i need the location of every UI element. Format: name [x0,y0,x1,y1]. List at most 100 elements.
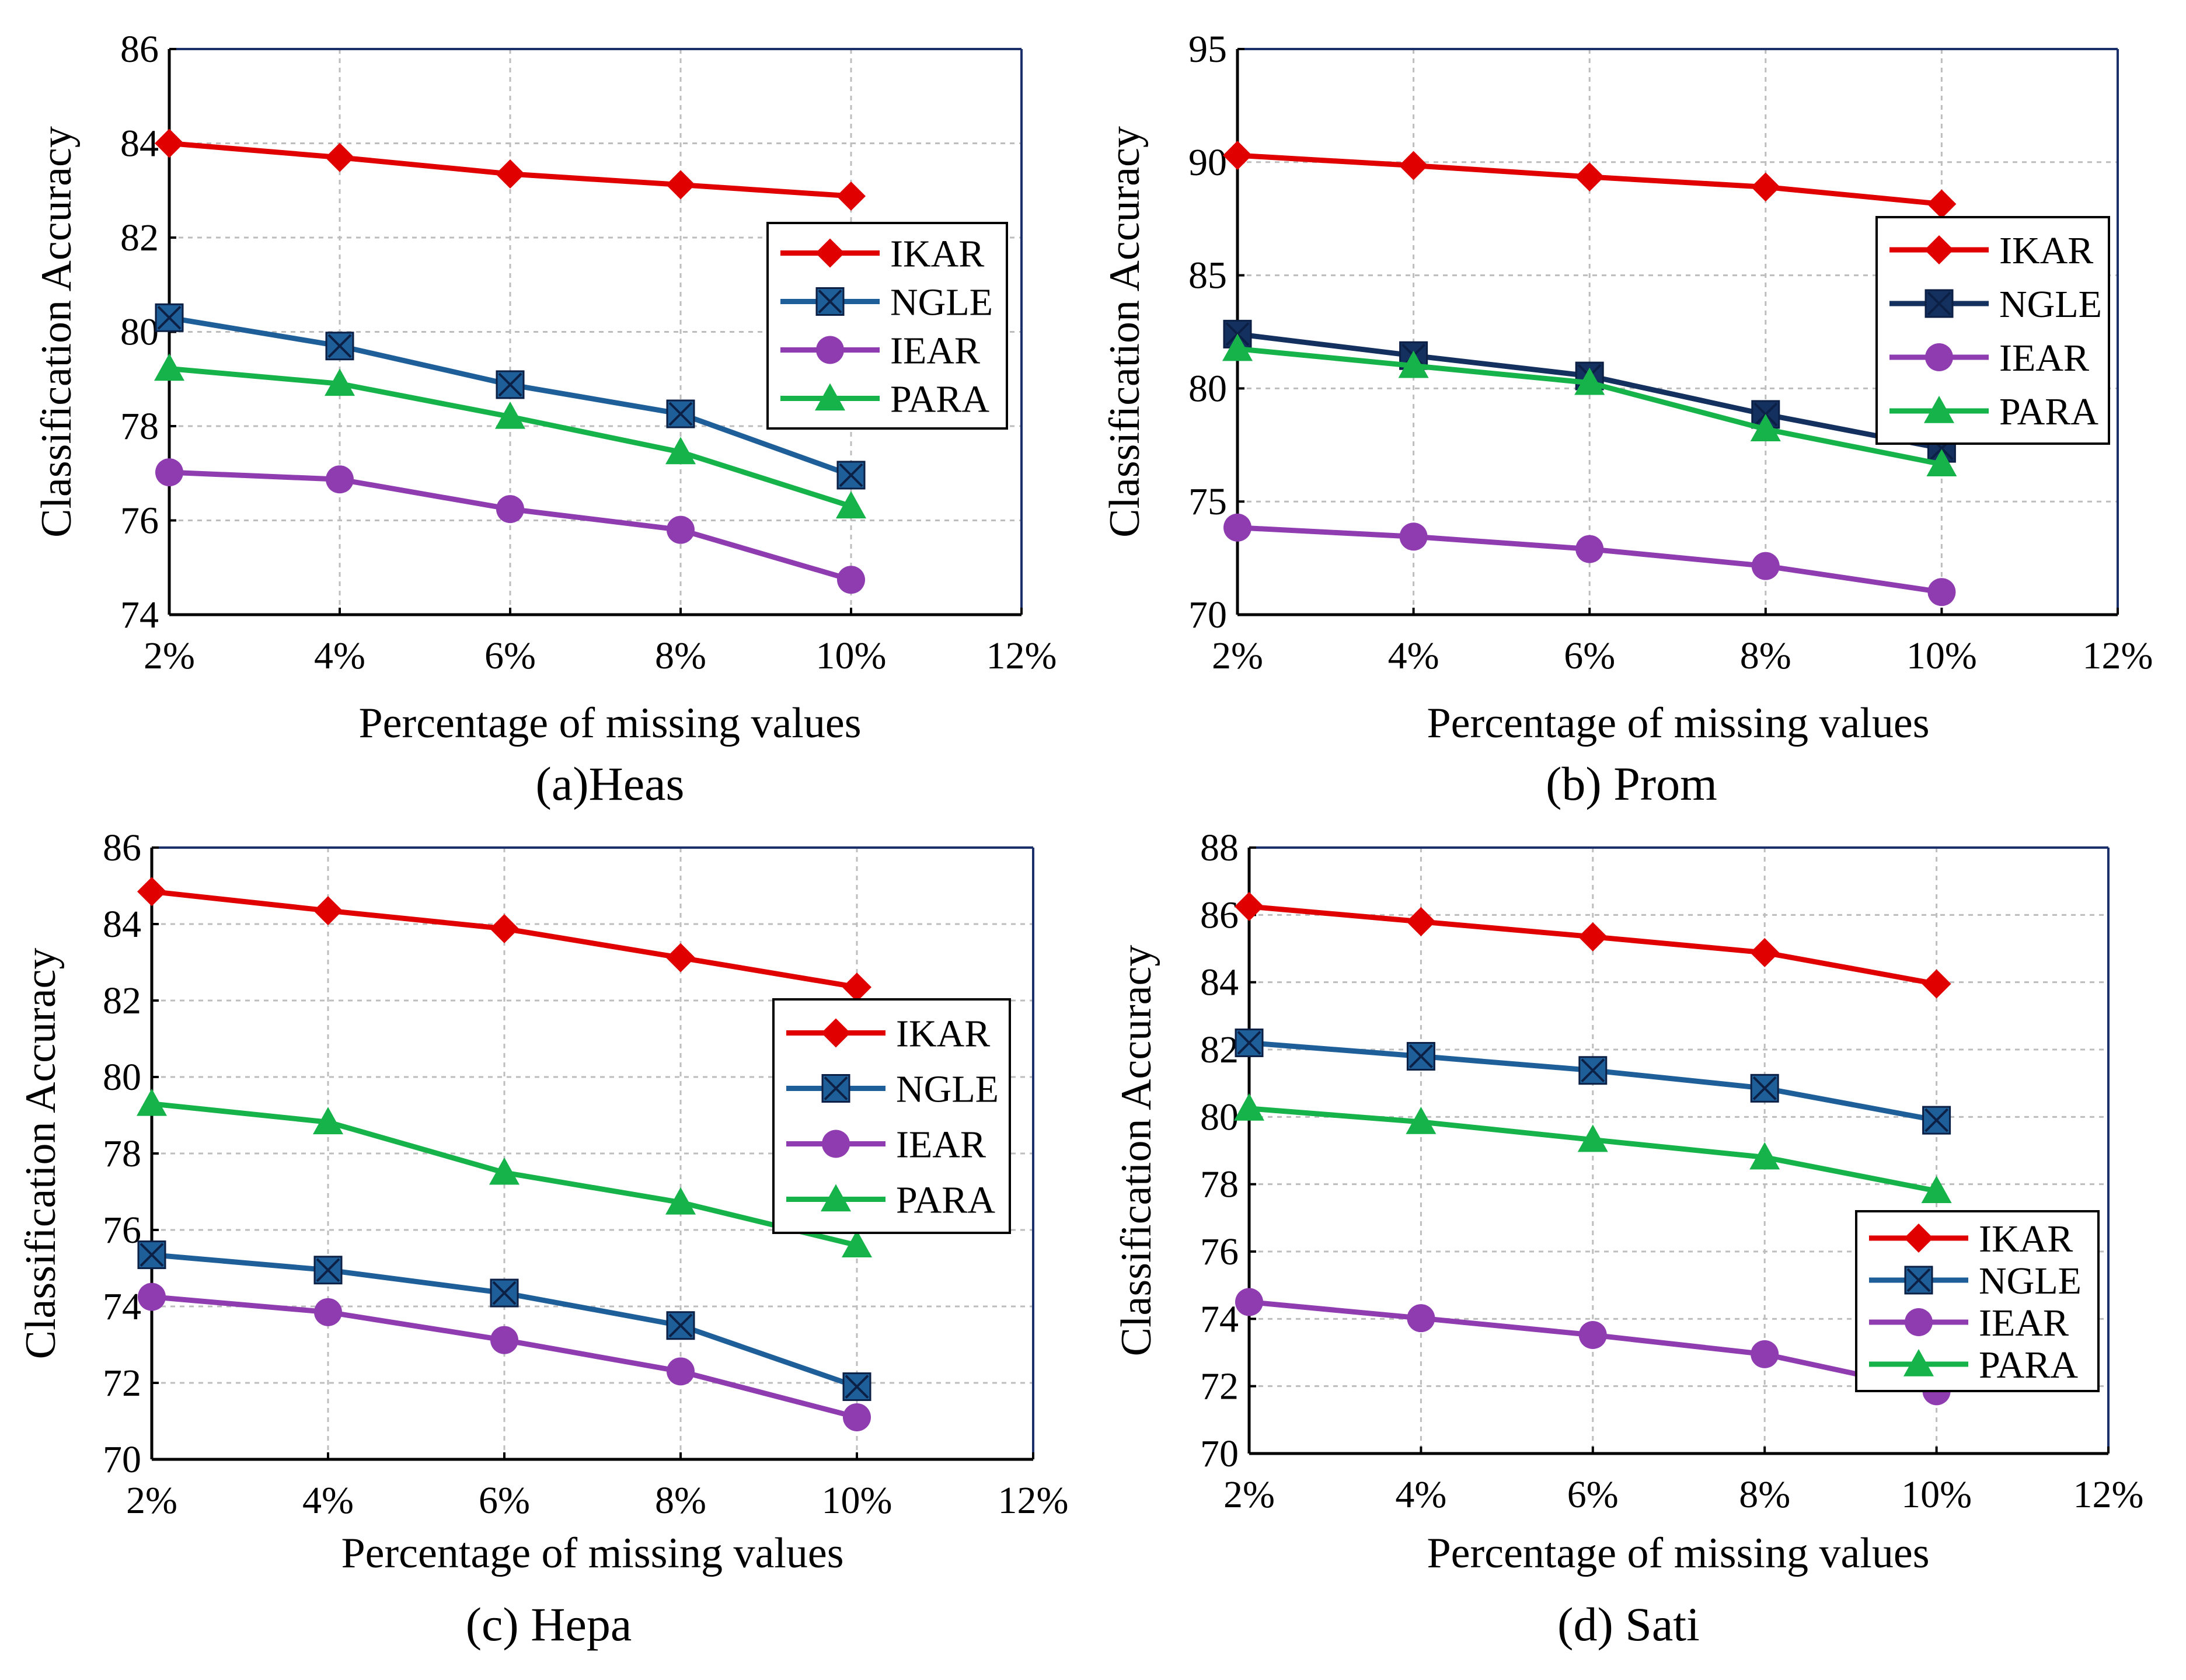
data-point-ngle [325,332,354,361]
y-axis-title: Classification Accuracy [17,948,65,1360]
legend-marker [821,1018,850,1048]
x-tick-label: 8% [1739,1473,1790,1516]
legend-label: NGLE [896,1068,999,1111]
y-tick-label: 75 [1188,480,1227,523]
x-tick-label: 10% [816,635,887,677]
x-tick-label: 4% [1395,1473,1446,1516]
data-point-ngle [313,1256,343,1285]
data-point-ikar [1235,891,1264,921]
y-tick-label: 70 [1200,1432,1239,1475]
data-point-para [1926,449,1957,477]
data-point-ngle [1922,1106,1951,1135]
data-point-iear [1927,578,1956,607]
x-tick-label: 12% [2073,1473,2144,1516]
marker-cross [498,372,522,397]
legend-item-ngle: NGLE [1889,283,2102,326]
legend-box [1855,1210,2100,1392]
marker-cross [818,290,842,313]
legend-marker [1903,1349,1934,1376]
series-ngle [155,303,866,490]
series-iear [138,1282,871,1431]
x-axis-title: Percentage of missing values [358,699,861,747]
x-tick-label: 8% [655,635,706,677]
legend-label: NGLE [1979,1260,2082,1302]
data-point-ngle [1406,1042,1435,1071]
marker-cross [316,1258,340,1282]
marker-cross [1906,1268,1931,1292]
data-point-para [665,1187,696,1215]
data-point-para [1577,1124,1608,1152]
data-point-ikar [836,181,866,211]
legend-item-para: PARA [786,1179,995,1222]
marker-cross [327,334,352,358]
legend-item-ikar: IKAR [1869,1218,2073,1260]
data-point-para [1222,333,1253,361]
data-point-ikar [666,170,695,200]
chart-caption: (c) Hepa [466,1598,632,1651]
data-point-ikar [1922,969,1951,999]
legend-marker [1924,289,1954,318]
y-tick-label: 72 [103,1362,141,1404]
data-point-para [1921,1176,1952,1203]
legend-label: IEAR [890,330,980,372]
x-tick-label: 10% [1906,635,1977,677]
series-iear [1223,513,1956,607]
series-para [154,353,866,519]
marker-cross [492,1281,517,1305]
data-point-para [1406,1106,1437,1134]
data-point-para [495,401,525,429]
legend-label: IKAR [1979,1218,2073,1260]
legend-item-para: PARA [780,378,989,421]
data-point-para [154,353,184,381]
data-point-ikar [1750,937,1780,967]
legend-marker [816,336,844,364]
y-tick-label: 84 [1200,961,1239,1004]
y-axis-title: Classification Accuracy [33,126,81,538]
data-point-para [1750,414,1781,441]
y-tick-label: 85 [1188,255,1227,297]
legend-marker [815,287,845,316]
legend-marker [1904,1266,1933,1295]
legend-label: IKAR [896,1013,990,1055]
legend-item-iear: IEAR [1869,1302,2069,1344]
legend-label: NGLE [890,281,993,324]
legend-marker [815,383,845,411]
y-tick-label: 90 [1188,141,1227,184]
series-para [1234,1093,1952,1203]
y-tick-label: 82 [103,980,141,1022]
data-point-ikar [325,142,354,172]
y-tick-label: 70 [1188,594,1227,636]
x-tick-label: 2% [144,635,195,677]
data-point-para [1234,1093,1264,1121]
y-axis-title: Classification Accuracy [1101,126,1149,538]
series-line-ngle [151,1252,858,1389]
marker-cross [839,463,863,487]
data-point-para [325,368,355,396]
data-point-ikar [1927,189,1957,219]
gridlines [152,848,1033,1459]
y-tick-label: 74 [1200,1298,1239,1340]
data-point-ikar [137,877,166,907]
marker-cross [668,1313,693,1338]
data-point-ikar [1399,151,1428,180]
series-ikar [1223,141,1957,219]
series-ikar [1235,891,1951,999]
legend-marker [821,1074,850,1103]
y-tick-label: 82 [1200,1029,1239,1071]
y-tick-label: 80 [120,311,159,354]
data-point-iear [490,1326,518,1354]
data-point-iear [1751,1340,1779,1368]
chart-panel-2: 70 75 80 85 90 95 2% 4% 6% 8% 10% 12% Percentage of … [1101,28,2153,810]
data-point-ikar [1406,907,1436,936]
data-point-iear [326,465,354,494]
legend-item-ikar: IKAR [780,233,984,276]
data-point-ngle [836,461,866,490]
data-point-para [1749,1142,1780,1170]
data-point-iear [314,1298,342,1326]
legend-marker [821,1184,851,1212]
marker-cross [140,1243,164,1267]
legend-box [766,222,1008,430]
marker-cross [1752,1076,1777,1100]
x-tick-label: 8% [655,1479,706,1522]
